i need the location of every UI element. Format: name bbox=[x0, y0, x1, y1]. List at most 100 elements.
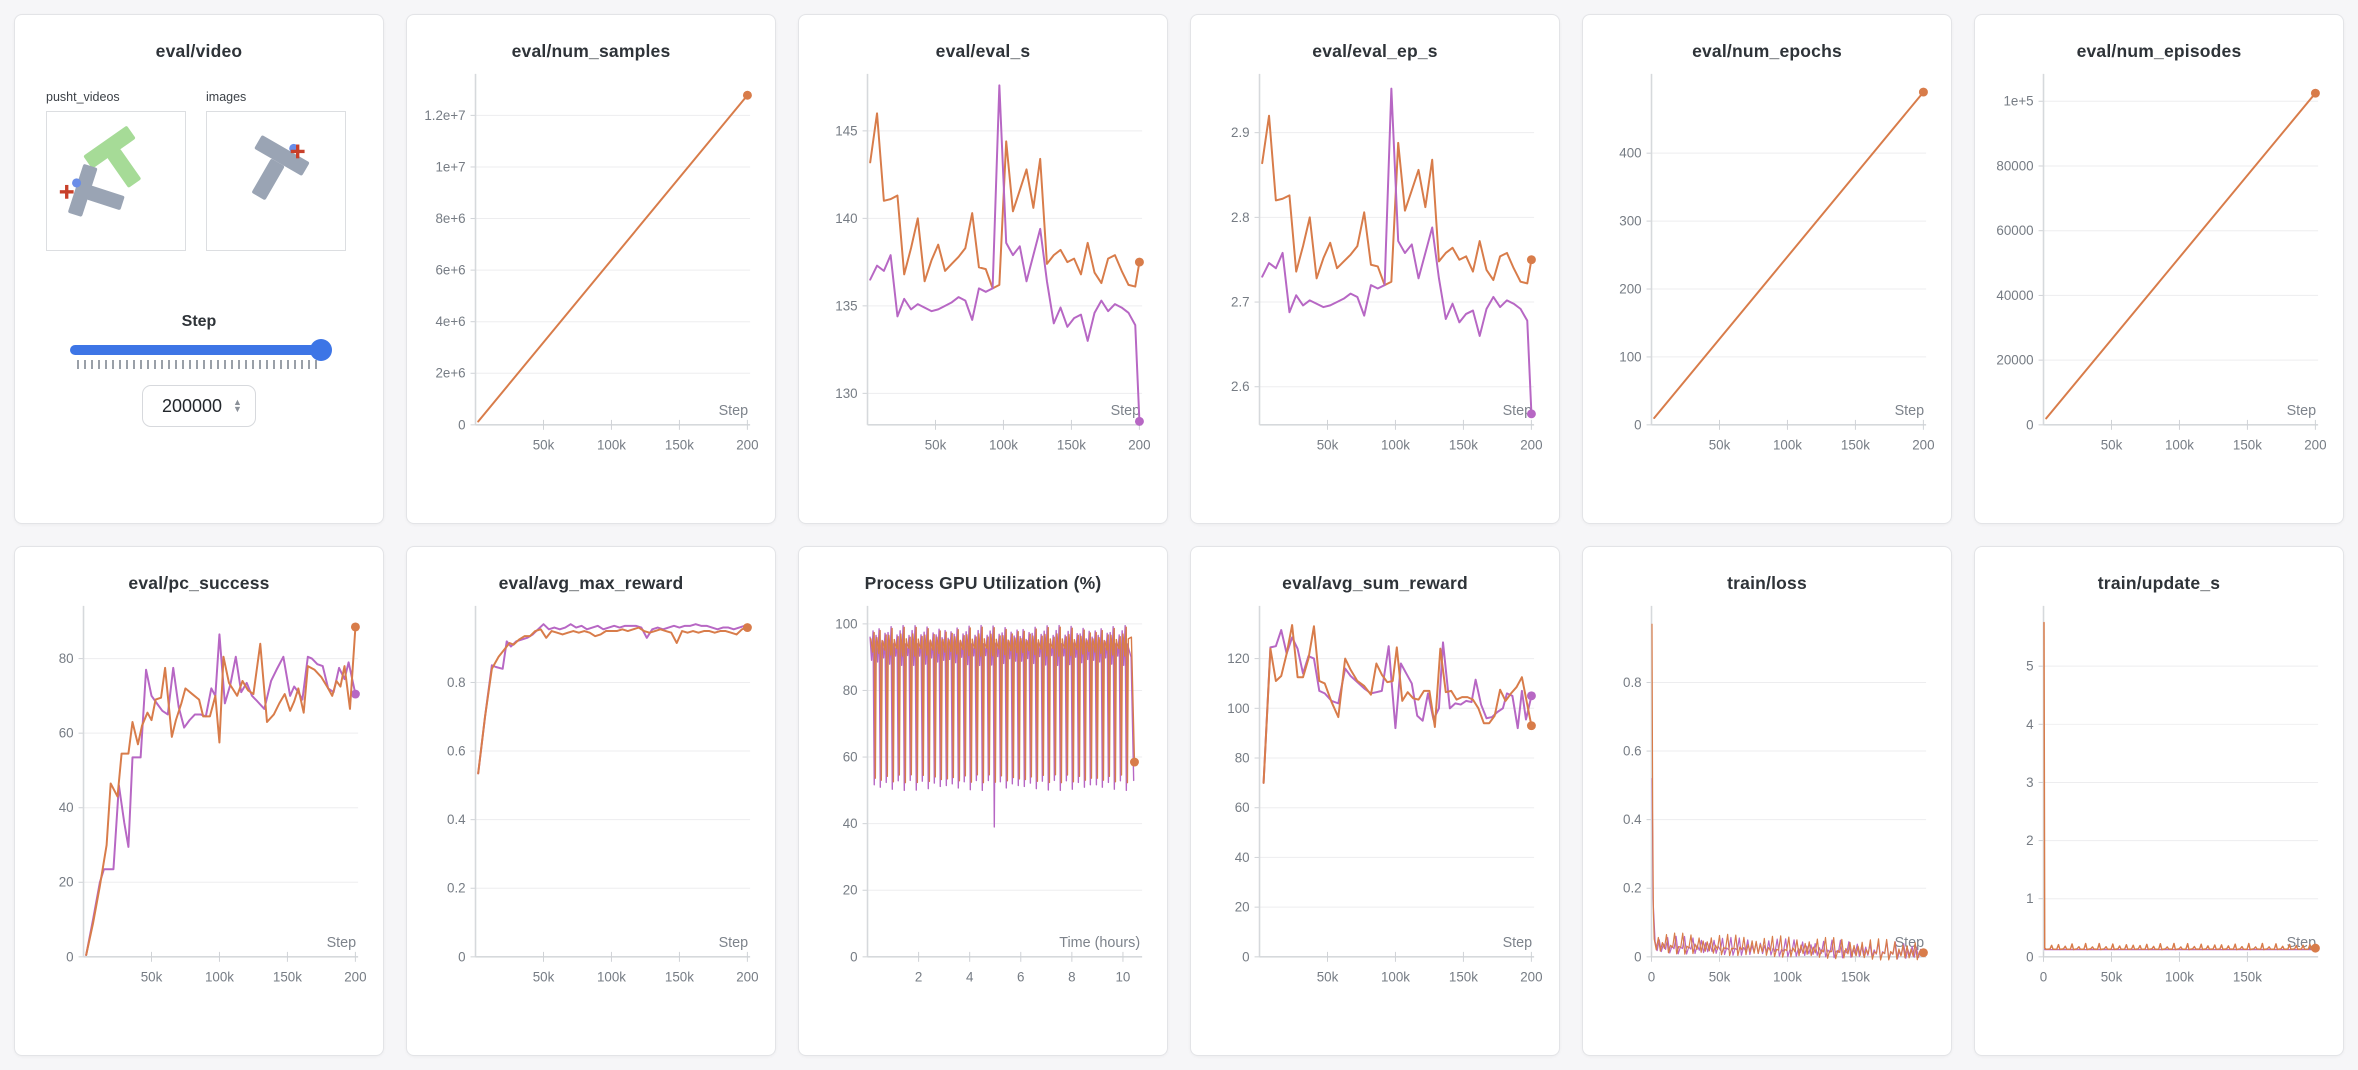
step-slider[interactable] bbox=[70, 339, 332, 361]
svg-text:5: 5 bbox=[2026, 659, 2033, 674]
panel-title: eval/eval_s bbox=[935, 41, 1031, 61]
pusht-video-thumbnail[interactable] bbox=[46, 111, 186, 251]
svg-text:50k: 50k bbox=[533, 970, 555, 985]
svg-text:20: 20 bbox=[59, 875, 74, 890]
svg-text:150k: 150k bbox=[2233, 438, 2262, 453]
panel-eval-eval-ep-s: eval/eval_ep_s 2.6 2.7 2.8 2.9 50k 100k 150k 20… bbox=[1190, 14, 1560, 524]
step-slider-handle[interactable] bbox=[310, 339, 332, 361]
svg-text:2.9: 2.9 bbox=[1231, 125, 1250, 140]
svg-text:100: 100 bbox=[1227, 701, 1249, 716]
svg-text:200: 200 bbox=[736, 970, 758, 985]
svg-text:150k: 150k bbox=[1057, 438, 1086, 453]
svg-text:Step: Step bbox=[1895, 403, 1925, 419]
images-thumbnail[interactable] bbox=[206, 111, 346, 251]
svg-text:2.6: 2.6 bbox=[1231, 379, 1250, 394]
svg-text:400: 400 bbox=[1619, 146, 1641, 161]
svg-text:100k: 100k bbox=[1773, 970, 1802, 985]
panel-eval-num-episodes: eval/num_episodes 0 20000 40000 60000 80000 1… bbox=[1974, 14, 2344, 524]
svg-text:120: 120 bbox=[1227, 651, 1249, 666]
panel-title: eval/eval_ep_s bbox=[1312, 41, 1438, 61]
svg-text:40: 40 bbox=[843, 816, 858, 831]
step-slider-track[interactable] bbox=[70, 345, 328, 355]
svg-text:2: 2 bbox=[2026, 833, 2033, 848]
step-increment-icon[interactable]: ▲ bbox=[233, 397, 242, 407]
svg-text:80000: 80000 bbox=[1996, 158, 2033, 173]
svg-text:150k: 150k bbox=[1449, 438, 1478, 453]
svg-text:4e+6: 4e+6 bbox=[435, 314, 465, 329]
svg-text:50k: 50k bbox=[1709, 970, 1731, 985]
media-item-images: images bbox=[206, 90, 346, 251]
svg-text:Step: Step bbox=[1503, 403, 1533, 419]
svg-text:2: 2 bbox=[915, 970, 922, 985]
svg-text:50k: 50k bbox=[2101, 438, 2123, 453]
step-stepper-arrows[interactable]: ▲ ▼ bbox=[233, 397, 242, 414]
svg-text:150k: 150k bbox=[273, 970, 302, 985]
svg-text:140: 140 bbox=[835, 211, 857, 226]
panel-gpu-utilization: Process GPU Utilization (%) 0 20 40 60 80 100… bbox=[798, 546, 1168, 1056]
svg-text:1e+7: 1e+7 bbox=[435, 159, 465, 174]
line-chart-eval-avg-max-reward[interactable]: 0 0.2 0.4 0.6 0.8 50k 100k 150k 200 Step bbox=[420, 598, 762, 998]
svg-text:50k: 50k bbox=[1317, 970, 1339, 985]
svg-text:50k: 50k bbox=[925, 438, 947, 453]
svg-text:200: 200 bbox=[736, 438, 758, 453]
line-chart-gpu-utilization[interactable]: 0 20 40 60 80 100 2 4 6 8 10 Time (hours) bbox=[812, 598, 1154, 998]
svg-text:200: 200 bbox=[1520, 438, 1542, 453]
svg-text:Step: Step bbox=[719, 935, 749, 951]
svg-text:100k: 100k bbox=[2165, 970, 2194, 985]
svg-text:0: 0 bbox=[2026, 949, 2033, 964]
svg-text:60: 60 bbox=[59, 726, 74, 741]
svg-text:0: 0 bbox=[850, 949, 857, 964]
svg-text:40: 40 bbox=[59, 800, 74, 815]
svg-text:0: 0 bbox=[2040, 970, 2047, 985]
panel-train-loss: train/loss 0 0.2 0.4 0.6 0.8 0 50k 100k 150k Step bbox=[1582, 546, 1952, 1056]
svg-text:6: 6 bbox=[1017, 970, 1024, 985]
svg-text:Step: Step bbox=[2287, 403, 2317, 419]
svg-text:150k: 150k bbox=[1841, 438, 1870, 453]
svg-text:80: 80 bbox=[1235, 750, 1250, 765]
panel-eval-avg-sum-reward: eval/avg_sum_reward 0 20 40 60 80 100 120 50k 10… bbox=[1190, 546, 1560, 1056]
media-item-pusht-videos: pusht_videos bbox=[46, 90, 186, 251]
panel-eval-pc-success: eval/pc_success 0 20 40 60 80 50k 100k 150k 200 S… bbox=[14, 546, 384, 1056]
svg-text:0: 0 bbox=[2026, 417, 2033, 432]
step-input-box[interactable]: ▲ ▼ bbox=[142, 385, 256, 427]
svg-text:150k: 150k bbox=[665, 970, 694, 985]
svg-text:6e+6: 6e+6 bbox=[435, 263, 465, 278]
media-label: images bbox=[206, 90, 247, 104]
svg-text:2.8: 2.8 bbox=[1231, 210, 1250, 225]
goal-cross-icon bbox=[290, 144, 305, 159]
svg-text:100k: 100k bbox=[597, 438, 626, 453]
gray-t-object bbox=[252, 135, 310, 200]
svg-text:8: 8 bbox=[1068, 970, 1075, 985]
svg-text:100k: 100k bbox=[1773, 438, 1802, 453]
line-chart-eval-num-samples[interactable]: 0 2e+6 4e+6 6e+6 8e+6 1e+7 1.2e+7 50k 100k 150k 20… bbox=[420, 66, 762, 466]
svg-text:200: 200 bbox=[1619, 281, 1641, 296]
svg-text:50k: 50k bbox=[141, 970, 163, 985]
pusht-env-render bbox=[47, 112, 185, 250]
svg-text:80: 80 bbox=[59, 651, 74, 666]
step-input[interactable] bbox=[156, 395, 229, 417]
pusht-env-render bbox=[207, 112, 345, 250]
line-chart-eval-num-epochs[interactable]: 0 100 200 300 400 50k 100k 150k 200 Step bbox=[1596, 66, 1938, 466]
svg-text:0.4: 0.4 bbox=[447, 812, 466, 827]
line-chart-eval-avg-sum-reward[interactable]: 0 20 40 60 80 100 120 50k 100k 150k 200 Step bbox=[1204, 598, 1546, 998]
svg-text:100k: 100k bbox=[989, 438, 1018, 453]
line-chart-eval-pc-success[interactable]: 0 20 40 60 80 50k 100k 150k 200 Step bbox=[28, 598, 370, 998]
panel-title: Process GPU Utilization (%) bbox=[864, 573, 1102, 593]
svg-text:2.7: 2.7 bbox=[1231, 295, 1250, 310]
svg-text:60: 60 bbox=[843, 750, 858, 765]
green-target-t-shape bbox=[83, 126, 141, 188]
svg-text:60: 60 bbox=[1235, 800, 1250, 815]
line-chart-eval-eval-ep-s[interactable]: 2.6 2.7 2.8 2.9 50k 100k 150k 200 Step bbox=[1204, 66, 1546, 466]
svg-text:100k: 100k bbox=[597, 970, 626, 985]
line-chart-eval-num-episodes[interactable]: 0 20000 40000 60000 80000 1e+5 50k 100k 150k 200 S… bbox=[1988, 66, 2330, 466]
svg-text:Step: Step bbox=[719, 403, 749, 419]
line-chart-eval-eval-s[interactable]: 130 135 140 145 50k 100k 150k 200 Step bbox=[812, 66, 1154, 466]
svg-text:130: 130 bbox=[835, 386, 857, 401]
svg-text:0.6: 0.6 bbox=[447, 744, 466, 759]
step-decrement-icon[interactable]: ▼ bbox=[233, 404, 242, 414]
agent-dot bbox=[72, 178, 82, 188]
svg-text:10: 10 bbox=[1116, 970, 1131, 985]
svg-text:50k: 50k bbox=[1317, 438, 1339, 453]
